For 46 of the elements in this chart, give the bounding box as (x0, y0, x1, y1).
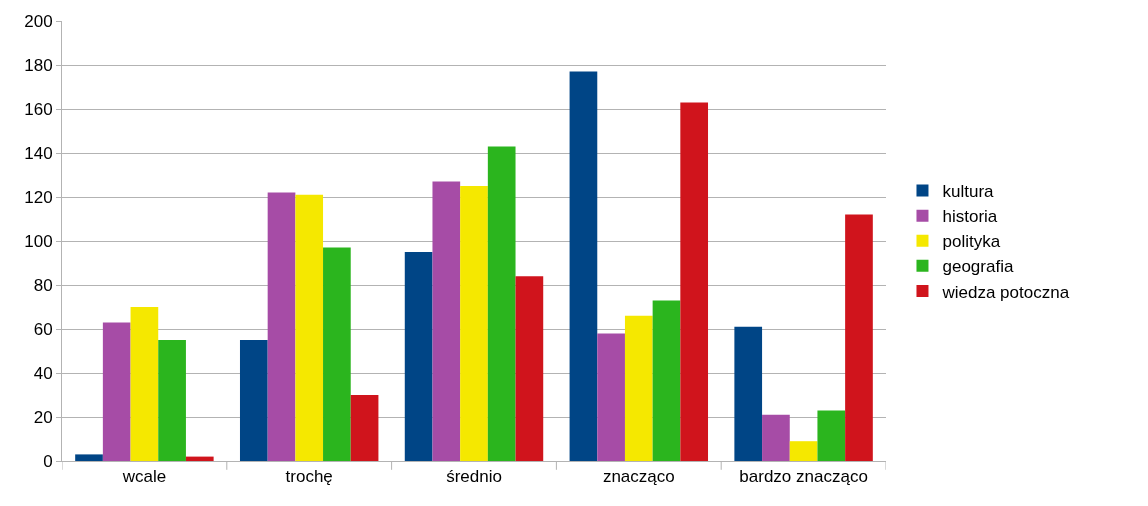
bar (515, 276, 544, 461)
bar (323, 247, 351, 461)
bar (817, 410, 846, 461)
y-tick-label: 140 (24, 143, 53, 163)
bar (569, 71, 598, 461)
y-tick-label: 120 (24, 187, 53, 207)
legend-label: kultura (942, 182, 995, 202)
y-tick-label: 180 (24, 55, 53, 75)
bar (487, 146, 516, 461)
legend-label: geografia (942, 257, 1014, 277)
x-tick-label: bardzo znacząco (739, 467, 868, 487)
legend-label: wiedza potoczna (941, 282, 1070, 302)
bar (460, 186, 488, 461)
bar (845, 214, 873, 461)
y-tick-label: 100 (24, 231, 53, 251)
bar (267, 192, 296, 461)
y-tick-label: 80 (33, 275, 53, 295)
x-tick-label: znacząco (602, 467, 675, 487)
bar (432, 181, 461, 461)
bar (597, 333, 625, 461)
x-tick-label: średnio (446, 467, 502, 487)
bar (295, 194, 324, 461)
y-tick-label: 40 (33, 363, 53, 383)
y-tick-label: 160 (24, 99, 53, 119)
legend-label: historia (942, 207, 998, 227)
x-tick-label: wcale (121, 467, 167, 487)
bar (239, 340, 268, 461)
bar (762, 414, 790, 461)
bar (404, 252, 433, 461)
y-tick-label: 60 (33, 319, 53, 339)
bar (734, 326, 763, 461)
bar (130, 307, 159, 461)
bar (789, 441, 818, 461)
y-tick-label: 0 (43, 451, 53, 471)
bar (624, 315, 653, 461)
bar (158, 340, 186, 461)
y-tick-label: 200 (24, 11, 53, 31)
y-tick-label: 20 (33, 407, 53, 427)
bar (652, 300, 681, 461)
bar (350, 395, 379, 461)
legend-label: polityka (942, 232, 1001, 252)
bar (185, 456, 214, 461)
x-tick-label: trochę (285, 467, 333, 487)
bar (75, 454, 103, 461)
bar (680, 102, 709, 461)
bar (102, 322, 131, 461)
